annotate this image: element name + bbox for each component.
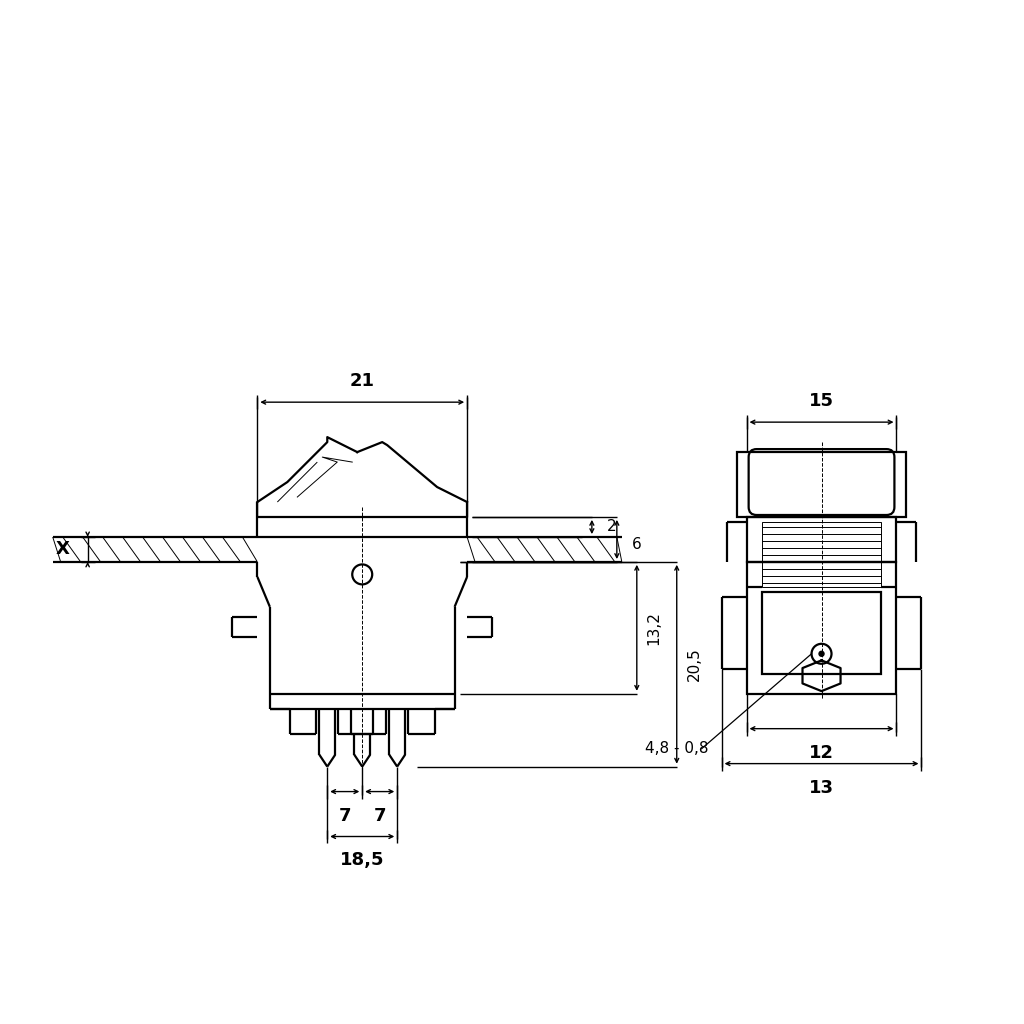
Text: 7: 7: [374, 807, 386, 824]
Text: 7: 7: [339, 807, 351, 824]
Text: 4,8 - 0,8: 4,8 - 0,8: [645, 741, 709, 756]
Bar: [746, 562, 896, 693]
Text: X: X: [55, 541, 70, 558]
Bar: [736, 452, 906, 517]
Text: 18,5: 18,5: [340, 852, 384, 869]
Text: 15: 15: [809, 392, 834, 411]
Text: 21: 21: [350, 372, 375, 390]
Circle shape: [819, 651, 824, 656]
Bar: [762, 522, 882, 587]
Text: 6: 6: [632, 537, 642, 552]
Bar: [762, 592, 882, 674]
Bar: [746, 517, 896, 562]
Text: 20,5: 20,5: [687, 647, 701, 681]
Text: 2: 2: [607, 519, 616, 535]
Text: 12: 12: [809, 743, 834, 762]
Text: 13,2: 13,2: [647, 611, 662, 645]
Text: 13: 13: [809, 778, 834, 797]
